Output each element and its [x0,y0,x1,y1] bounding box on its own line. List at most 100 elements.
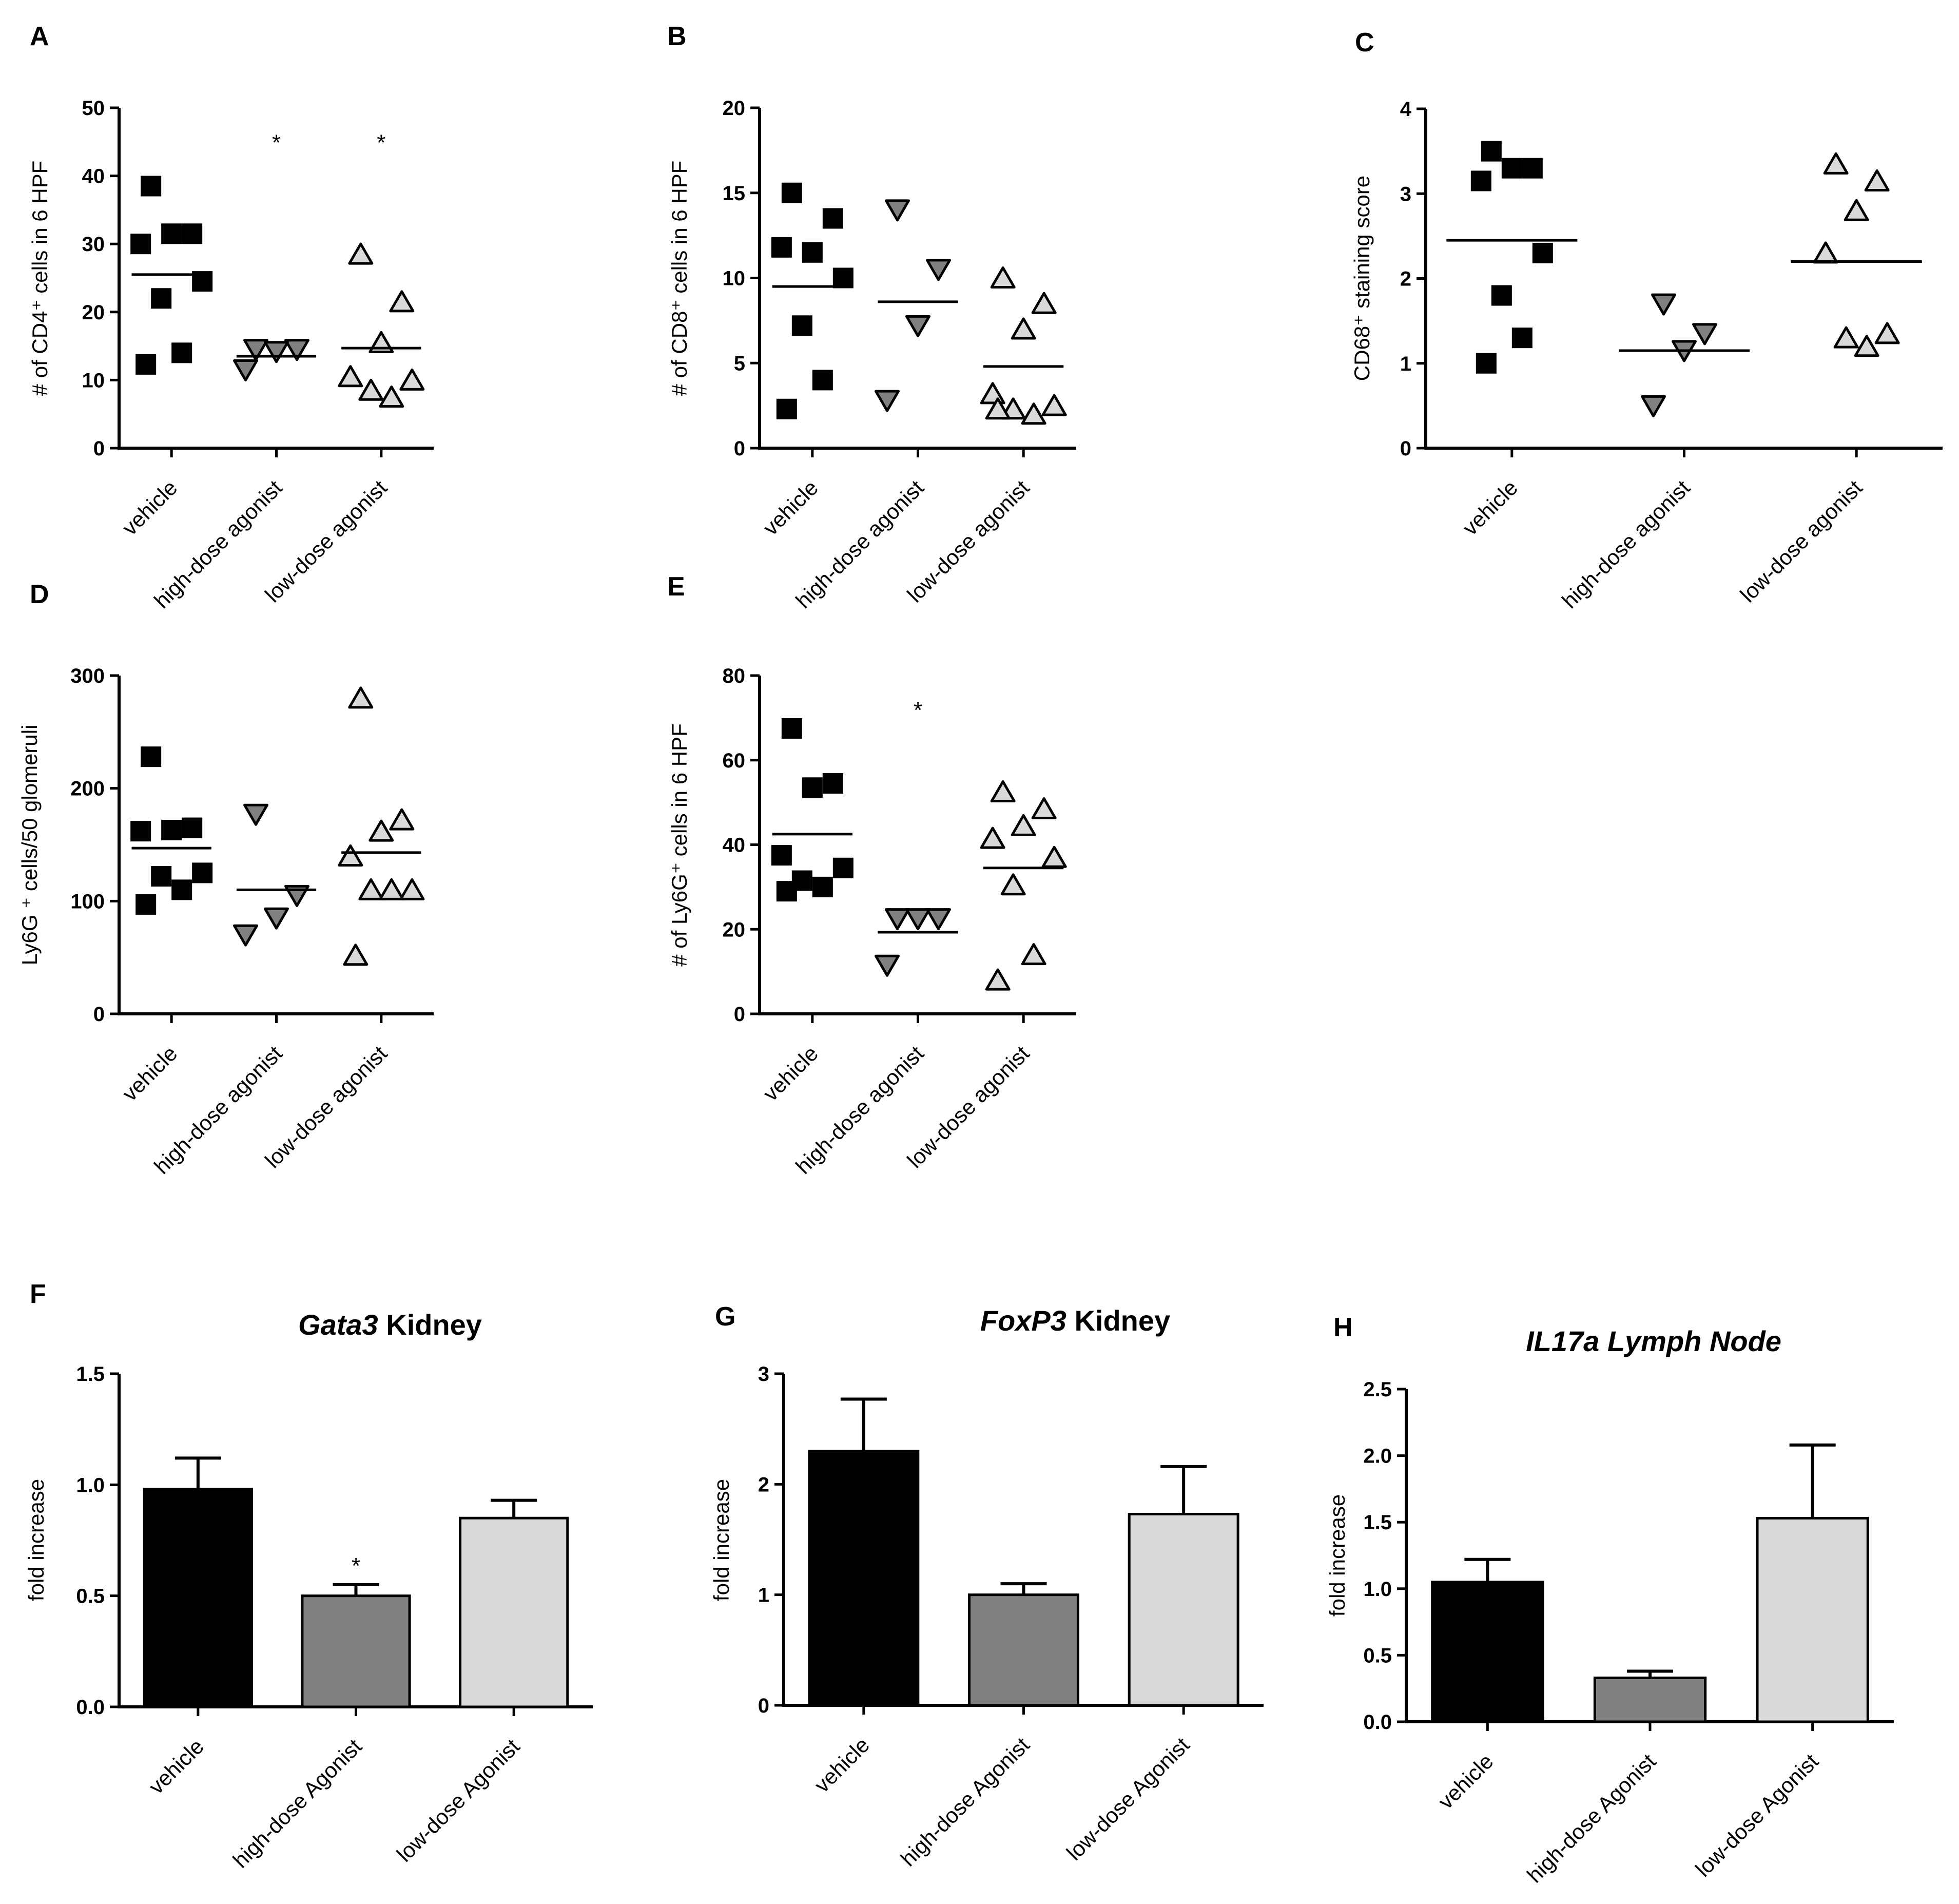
x-category-label: low-dose agonist [1735,475,1867,607]
data-point [389,808,415,831]
data-point [1844,199,1869,221]
y-axis-label: # of CD4⁺ cells in 6 HPF [28,161,52,396]
data-point [358,378,384,401]
panel-a: 0 10 20 30 40 50 # of CD4⁺ cells in 6 HPF Avehi… [28,22,434,613]
data-point [781,718,802,739]
y-tick-label: 80 [723,665,746,687]
y-tick-label: 40 [82,165,105,188]
chart-title-gene: IL17a Lymph Node [1526,1325,1781,1357]
y-tick-label: 0 [734,437,745,460]
data-point [130,821,151,842]
data-point [141,746,162,767]
data-point [885,199,910,222]
data-point [399,878,425,900]
y-tick-label: 3 [758,1363,769,1386]
x-category-label: low-dose Agonist [1062,1733,1194,1865]
data-point [812,370,833,391]
data-point [348,242,374,265]
data-point [832,857,854,878]
data-point [926,259,951,281]
data-point [990,266,1016,289]
data-point [348,686,374,709]
y-axis-label: # of CD8⁺ cells in 6 HPF [667,161,691,396]
y-tick-label: 1.5 [76,1363,105,1386]
data-point [379,386,404,408]
data-point [1522,158,1543,179]
y-tick-label: 30 [82,233,105,256]
y-axis-label: fold increase [1325,1494,1349,1617]
data-point [1864,169,1890,191]
data-point [776,398,797,419]
data-point [905,315,930,337]
y-axis-label: # of Ly6G⁺ cells in 6 HPF [667,723,691,966]
panel-letter: B [667,22,687,51]
y-tick-label: 200 [70,778,105,800]
x-category-label: vehicle [118,1041,182,1106]
y-tick-label: 300 [70,665,105,687]
bar [301,1594,411,1708]
y-tick-label: 10 [82,369,105,392]
panel-letter: D [30,580,49,609]
y-tick-label: 10 [723,267,746,290]
data-point [1021,943,1046,966]
bar [1756,1516,1869,1723]
data-point [1031,797,1057,819]
y-tick-label: 40 [723,834,746,857]
y-tick-label: 0 [93,1003,105,1026]
data-point [399,368,425,391]
data-point [1532,242,1553,263]
y-tick-label: 100 [70,890,105,913]
bar [459,1516,569,1708]
y-axis-label: Ly6G ⁺ cells/50 glomeruli [17,725,42,966]
panel-letter: F [30,1279,46,1309]
x-category-label: high-dose Agonist [228,1734,367,1873]
y-tick-label: 0 [758,1695,769,1717]
x-category-label: vehicle [759,475,823,540]
data-point [343,944,368,966]
chart-title-gene: Gata3 [298,1309,378,1341]
y-tick-label: 20 [82,301,105,324]
panel-letter: E [667,572,685,602]
data-point [822,773,843,794]
y-tick-label: 50 [82,97,105,120]
data-point [338,844,363,867]
data-point [130,234,151,255]
data-point [182,223,203,244]
data-point [802,777,823,798]
data-point [338,365,363,388]
data-point [875,954,900,977]
y-tick-label: 60 [723,749,746,772]
data-point [192,862,213,883]
panel-e: 0 20 40 60 80 # of Ly6G⁺ cells in 6 HPF Evehic… [667,572,1076,1179]
data-point [284,339,309,361]
data-point [791,315,812,336]
x-category-label: high-dose agonist [1557,475,1695,613]
y-tick-label: 1.0 [76,1474,105,1496]
bar [808,1450,920,1707]
y-tick-label: 0 [1400,437,1411,460]
data-point [389,290,415,313]
data-point [832,267,854,289]
data-point [1041,394,1067,416]
panel-letter: A [30,22,49,51]
chart-title: FoxP3 Kidney [980,1304,1170,1337]
data-point [802,242,823,263]
y-tick-label: 0.5 [1363,1644,1392,1667]
y-tick-label: 3 [1400,183,1411,205]
data-point [182,817,203,838]
data-point [1021,402,1046,425]
x-category-label: low-dose Agonist [392,1734,525,1867]
y-tick-label: 2 [758,1473,769,1496]
y-tick-label: 20 [723,918,746,941]
y-tick-label: 0.5 [76,1585,105,1608]
panel-letter: H [1333,1313,1353,1342]
chart-title-rest: Kidney [378,1309,482,1341]
y-tick-label: 15 [723,182,746,205]
data-point [1511,328,1533,349]
y-tick-label: 1.0 [1363,1578,1392,1601]
x-category-label: vehicle [1433,1749,1498,1814]
x-category-label: vehicle [1458,475,1523,540]
panel-b: 0 5 10 15 20 # of CD8⁺ cells in 6 HPF Bvehicle… [667,22,1076,613]
